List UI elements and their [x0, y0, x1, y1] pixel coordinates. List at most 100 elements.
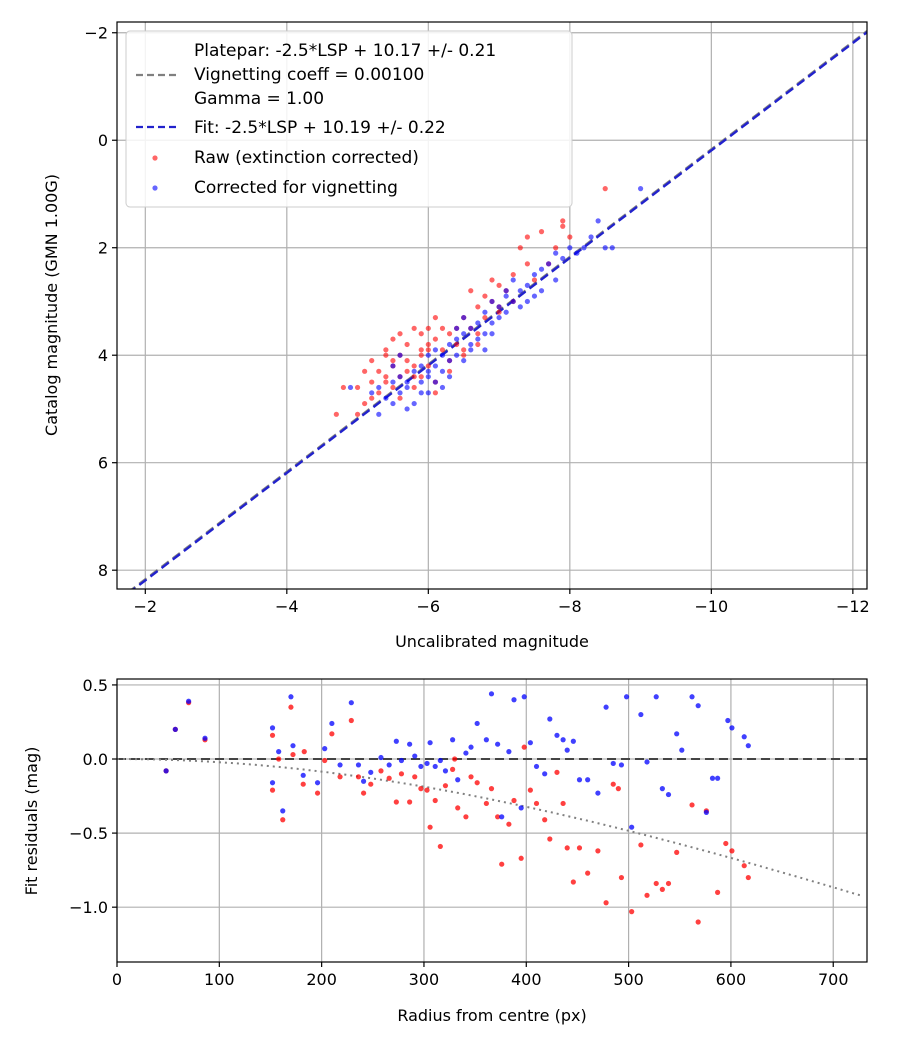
- magnitude-calibration-plot: −2 −4 −6 −8 −10 −12 −2 0 2 4 6 8 Uncalibrated magni…: [42, 21, 870, 651]
- top-corrected-point: [390, 400, 396, 407]
- bottom-corrected-point: [386, 762, 392, 768]
- top-raw-point: [383, 352, 389, 358]
- bottom-raw-point: [610, 781, 616, 787]
- top-x-tick-label: −2: [134, 597, 158, 616]
- bottom-raw-point: [378, 768, 384, 774]
- top-corrected-point: [581, 245, 587, 251]
- top-corrected-point: [503, 288, 509, 294]
- bottom-raw-point: [288, 704, 294, 710]
- top-x-tick-label: −10: [694, 597, 728, 616]
- top-corrected-point: [418, 363, 424, 369]
- top-corrected-point: [588, 234, 594, 240]
- bottom-corrected-point: [659, 786, 665, 792]
- top-corrected-point: [546, 261, 552, 267]
- bottom-corrected-point: [715, 775, 721, 781]
- legend-raw-swatch: [152, 155, 158, 161]
- bottom-x-tick-label: 0: [112, 970, 122, 989]
- top-y-tick-label: 0: [98, 131, 108, 150]
- top-y-tick-label: −2: [84, 24, 108, 43]
- top-raw-point: [531, 277, 538, 283]
- top-raw-point: [553, 245, 559, 251]
- legend-platepar-label: Platepar: -2.5*LSP + 10.17 +/- 0.21 Vign…: [194, 41, 502, 109]
- bottom-corrected-point: [533, 763, 540, 770]
- bottom-corrected-point: [623, 694, 630, 700]
- top-x-axis-title: Uncalibrated magnitude: [395, 632, 589, 651]
- top-corrected-point: [397, 390, 403, 396]
- top-corrected-point: [531, 271, 538, 278]
- bottom-raw-point: [554, 769, 560, 775]
- bottom-corrected-point: [745, 743, 751, 749]
- top-corrected-point: [496, 314, 502, 321]
- top-raw-point: [333, 411, 339, 417]
- legend: Platepar: -2.5*LSP + 10.17 +/- 0.21 Vign…: [125, 30, 573, 208]
- bottom-raw-point: [483, 800, 489, 807]
- bottom-raw-point: [521, 744, 527, 750]
- bottom-corrected-point: [518, 805, 524, 811]
- bottom-corrected-point: [576, 777, 583, 783]
- top-y-axis-title: Catalog magnitude (GMN 1.00G): [42, 174, 61, 436]
- top-corrected-point: [390, 379, 396, 385]
- top-corrected-point: [432, 347, 438, 353]
- bottom-corrected-point: [442, 768, 449, 774]
- bottom-raw-point: [314, 790, 321, 796]
- top-raw-point: [369, 379, 375, 385]
- top-raw-point: [411, 363, 417, 369]
- top-raw-point: [369, 357, 375, 364]
- top-raw-point: [418, 374, 424, 380]
- top-raw-point: [418, 331, 424, 337]
- top-raw-point: [411, 374, 417, 380]
- top-raw-point: [404, 357, 410, 364]
- top-corrected-point: [637, 186, 644, 192]
- bottom-raw-point: [412, 774, 418, 780]
- bottom-corrected-point: [527, 740, 533, 746]
- bottom-corrected-point: [547, 716, 553, 722]
- bottom-corrected-point: [163, 768, 169, 774]
- bottom-raw-point: [674, 849, 680, 855]
- bottom-x-axis-title: Radius from centre (px): [397, 1006, 586, 1025]
- bottom-raw-point: [576, 845, 583, 851]
- bottom-corrected-point: [610, 760, 616, 767]
- bottom-corrected-point: [603, 704, 609, 710]
- bottom-raw-point: [393, 799, 399, 805]
- bottom-corrected-point: [638, 711, 644, 718]
- top-x-tick-label: −8: [558, 597, 582, 616]
- bottom-raw-point: [689, 802, 695, 808]
- bottom-raw-point: [547, 836, 553, 842]
- top-corrected-point: [411, 368, 417, 374]
- bottom-raw-point: [511, 797, 517, 804]
- top-raw-point: [560, 218, 566, 224]
- bottom-raw-point: [644, 892, 650, 898]
- bottom-raw-point: [488, 786, 495, 792]
- legend-box: [125, 30, 573, 208]
- top-raw-point: [560, 223, 566, 229]
- bottom-corrected-point: [288, 694, 294, 700]
- top-raw-point: [390, 357, 396, 364]
- bottom-raw-point: [450, 766, 456, 772]
- bottom-raw-point: [280, 817, 286, 823]
- top-corrected-point: [376, 384, 382, 391]
- bottom-raw-point: [355, 774, 362, 780]
- bottom-raw-point: [570, 879, 576, 885]
- bottom-x-tick-label: 400: [511, 970, 542, 989]
- top-corrected-point: [468, 325, 474, 331]
- top-y-tick-label: 4: [98, 346, 108, 365]
- bottom-raw-point: [360, 790, 367, 796]
- top-y-tick-label: 6: [98, 454, 108, 473]
- bottom-corrected-point: [269, 780, 276, 786]
- bottom-corrected-point: [186, 698, 192, 704]
- bottom-corrected-point: [560, 737, 566, 743]
- top-raw-point: [383, 374, 389, 380]
- bottom-corrected-point: [689, 694, 695, 700]
- top-corrected-point: [425, 374, 431, 380]
- top-corrected-point: [553, 250, 559, 256]
- top-raw-point: [524, 234, 530, 240]
- top-raw-point: [362, 368, 368, 374]
- top-corrected-point: [432, 363, 438, 369]
- top-raw-point: [468, 288, 474, 294]
- top-corrected-point: [425, 368, 431, 374]
- top-corrected-point: [390, 363, 396, 369]
- top-corrected-point: [595, 218, 601, 224]
- bottom-raw-point: [290, 751, 296, 758]
- bottom-raw-point: [432, 797, 438, 804]
- top-corrected-point: [404, 406, 410, 412]
